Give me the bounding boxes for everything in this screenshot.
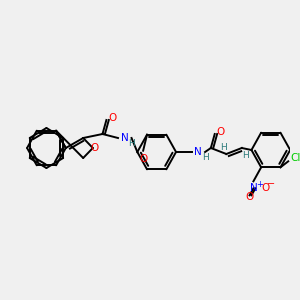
Text: −: − (267, 179, 275, 189)
Text: H: H (220, 142, 227, 152)
Text: O: O (261, 183, 269, 193)
Text: O: O (245, 192, 254, 202)
Text: +: + (256, 180, 262, 189)
Text: O: O (91, 143, 99, 153)
Text: N: N (250, 183, 257, 193)
Text: H: H (242, 151, 249, 160)
Text: O: O (216, 127, 225, 137)
Text: O: O (139, 154, 147, 164)
Text: N: N (194, 147, 202, 157)
Text: N: N (121, 133, 129, 143)
Text: O: O (108, 113, 116, 123)
Text: H: H (128, 139, 135, 148)
Text: Cl: Cl (291, 153, 300, 163)
Text: H: H (202, 152, 208, 161)
